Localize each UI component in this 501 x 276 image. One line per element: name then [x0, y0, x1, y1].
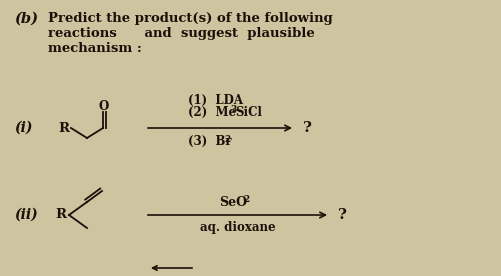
Text: 2: 2 — [243, 195, 249, 205]
Text: Predict the product(s) of the following: Predict the product(s) of the following — [48, 12, 332, 25]
Text: (i): (i) — [14, 121, 33, 135]
Text: (3)  Br: (3) Br — [188, 134, 231, 147]
Text: 3: 3 — [229, 105, 236, 115]
Text: (ii): (ii) — [14, 208, 38, 222]
Text: 2: 2 — [223, 134, 230, 144]
Text: (1)  LDA: (1) LDA — [188, 94, 242, 107]
Text: ?: ? — [303, 121, 311, 135]
Text: SeO: SeO — [219, 195, 247, 208]
Text: R: R — [55, 208, 66, 222]
Text: reactions      and  suggest  plausible: reactions and suggest plausible — [48, 27, 314, 40]
Text: R: R — [58, 121, 69, 134]
Text: mechanism :: mechanism : — [48, 42, 142, 55]
Text: O: O — [99, 100, 109, 113]
Text: (2)  Me: (2) Me — [188, 105, 235, 118]
Text: aq. dioxane: aq. dioxane — [199, 222, 275, 235]
Text: SiCl: SiCl — [234, 105, 262, 118]
Text: (b): (b) — [14, 12, 38, 26]
Text: ?: ? — [337, 208, 346, 222]
